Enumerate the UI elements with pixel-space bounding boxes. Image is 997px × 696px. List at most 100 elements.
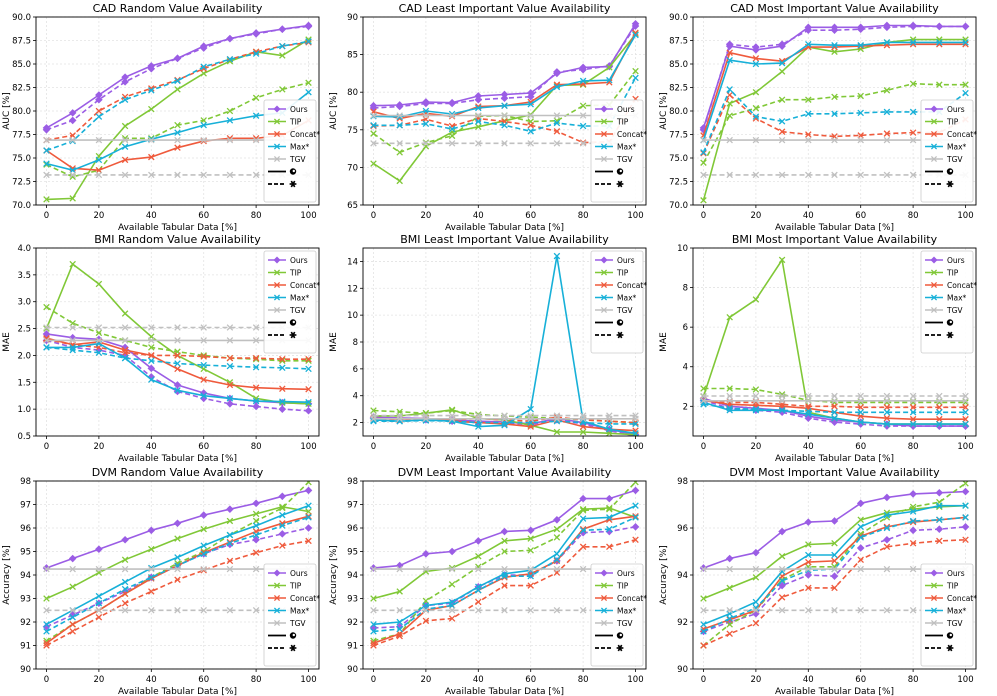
data-point: [857, 92, 864, 100]
legend-label: Ours: [947, 105, 965, 114]
data-point: [805, 397, 812, 405]
y-axis-label: MAE: [329, 332, 339, 352]
data-point: [527, 122, 534, 129]
data-point: [805, 41, 812, 48]
data-point: [68, 109, 77, 117]
data-point: [43, 324, 50, 331]
data-point: [200, 337, 207, 344]
data-point: [252, 565, 260, 573]
y-tick-label: 91: [20, 642, 31, 652]
data-point: [42, 126, 51, 134]
y-tick-label: 97: [20, 501, 31, 511]
legend-label: Concat*: [290, 594, 320, 603]
x-tick-label: 40: [473, 442, 484, 452]
data-point: [752, 392, 760, 400]
legend-marker: [930, 582, 938, 589]
data-point: [500, 527, 509, 536]
y-tick-label: 77.5: [12, 131, 31, 141]
data-point: [726, 615, 733, 622]
data-point: [700, 392, 707, 400]
y-tick-label: 65: [347, 201, 358, 211]
x-tick-label: 60: [855, 442, 866, 452]
data-point: [69, 260, 76, 268]
data-point: [909, 39, 917, 46]
data-point: [778, 565, 786, 573]
y-tick-label: 95: [347, 548, 358, 558]
legend-marker: [600, 130, 608, 138]
legend-box: [590, 99, 644, 203]
data-point: [121, 122, 129, 130]
x-tick-label: 60: [198, 675, 209, 685]
x-tick-label: 20: [93, 675, 104, 685]
data-point: [700, 565, 707, 573]
data-point: [805, 408, 812, 415]
y-tick-label: 90.0: [12, 13, 31, 23]
data-point: [726, 86, 733, 93]
data-point: [95, 565, 103, 573]
data-point: [200, 117, 207, 124]
data-point: [553, 428, 561, 436]
y-tick-label: 95: [20, 548, 31, 558]
legend-box: [920, 563, 974, 667]
legend-marker: [600, 105, 608, 113]
data-point: [121, 310, 129, 317]
subplot-4: 0 20 40 60 80 100 0.5 1.0 1.5 2.0 2.5 3.0 3.5 4.0 BMI …: [2, 233, 320, 464]
data-point: [857, 523, 864, 531]
data-point: [553, 534, 561, 541]
x-tick-label: 100: [627, 442, 643, 452]
data-point: [606, 525, 613, 533]
data-point: [226, 399, 234, 408]
data-point: [252, 384, 260, 391]
data-point: [422, 120, 430, 128]
data-point: [909, 490, 917, 498]
data-point: [501, 140, 508, 147]
data-point: [174, 352, 181, 359]
x-axis-label: Available Tabular Data [%]: [775, 223, 894, 233]
data-point: [553, 68, 561, 76]
data-point: [69, 565, 76, 573]
asterisk-icon: [289, 331, 297, 339]
data-point: [252, 337, 260, 344]
legend-marker: [273, 269, 281, 276]
data-point: [396, 177, 403, 185]
data-point: [909, 397, 917, 405]
data-point: [69, 628, 76, 635]
data-point: [752, 619, 760, 627]
legend-marker: [600, 619, 608, 627]
data-point: [396, 625, 403, 633]
x-tick-label: 20: [93, 211, 104, 221]
y-tick-label: 90: [20, 665, 31, 675]
data-point: [121, 606, 129, 614]
data-point: [725, 40, 734, 49]
data-point: [422, 597, 430, 605]
x-tick-label: 80: [908, 675, 919, 685]
data-point: [305, 508, 312, 515]
data-point: [553, 550, 561, 558]
legend-label: Max*: [617, 143, 637, 152]
data-point: [95, 349, 103, 357]
y-tick-label: 80.0: [12, 107, 31, 117]
data-point: [699, 564, 708, 572]
legend-label: Ours: [947, 256, 965, 265]
x-tick-label: 0: [701, 442, 706, 452]
data-point: [936, 397, 943, 405]
data-point: [778, 527, 786, 536]
image-modality-icon: [946, 319, 954, 326]
data-point: [200, 606, 207, 614]
data-point: [553, 252, 561, 260]
data-point: [370, 642, 377, 649]
data-point: [752, 55, 760, 62]
data-point: [174, 171, 181, 179]
data-point: [304, 486, 313, 495]
data-point: [579, 525, 587, 533]
data-point: [226, 324, 234, 331]
data-point: [43, 337, 50, 344]
series-line-ours-solid: [46, 489, 309, 569]
data-point: [147, 526, 156, 535]
legend-marker: [273, 281, 281, 289]
data-point: [69, 136, 76, 144]
data-point: [252, 517, 260, 525]
data-point: [857, 404, 864, 411]
y-tick-label: 0.5: [17, 432, 31, 442]
data-point: [200, 324, 207, 331]
